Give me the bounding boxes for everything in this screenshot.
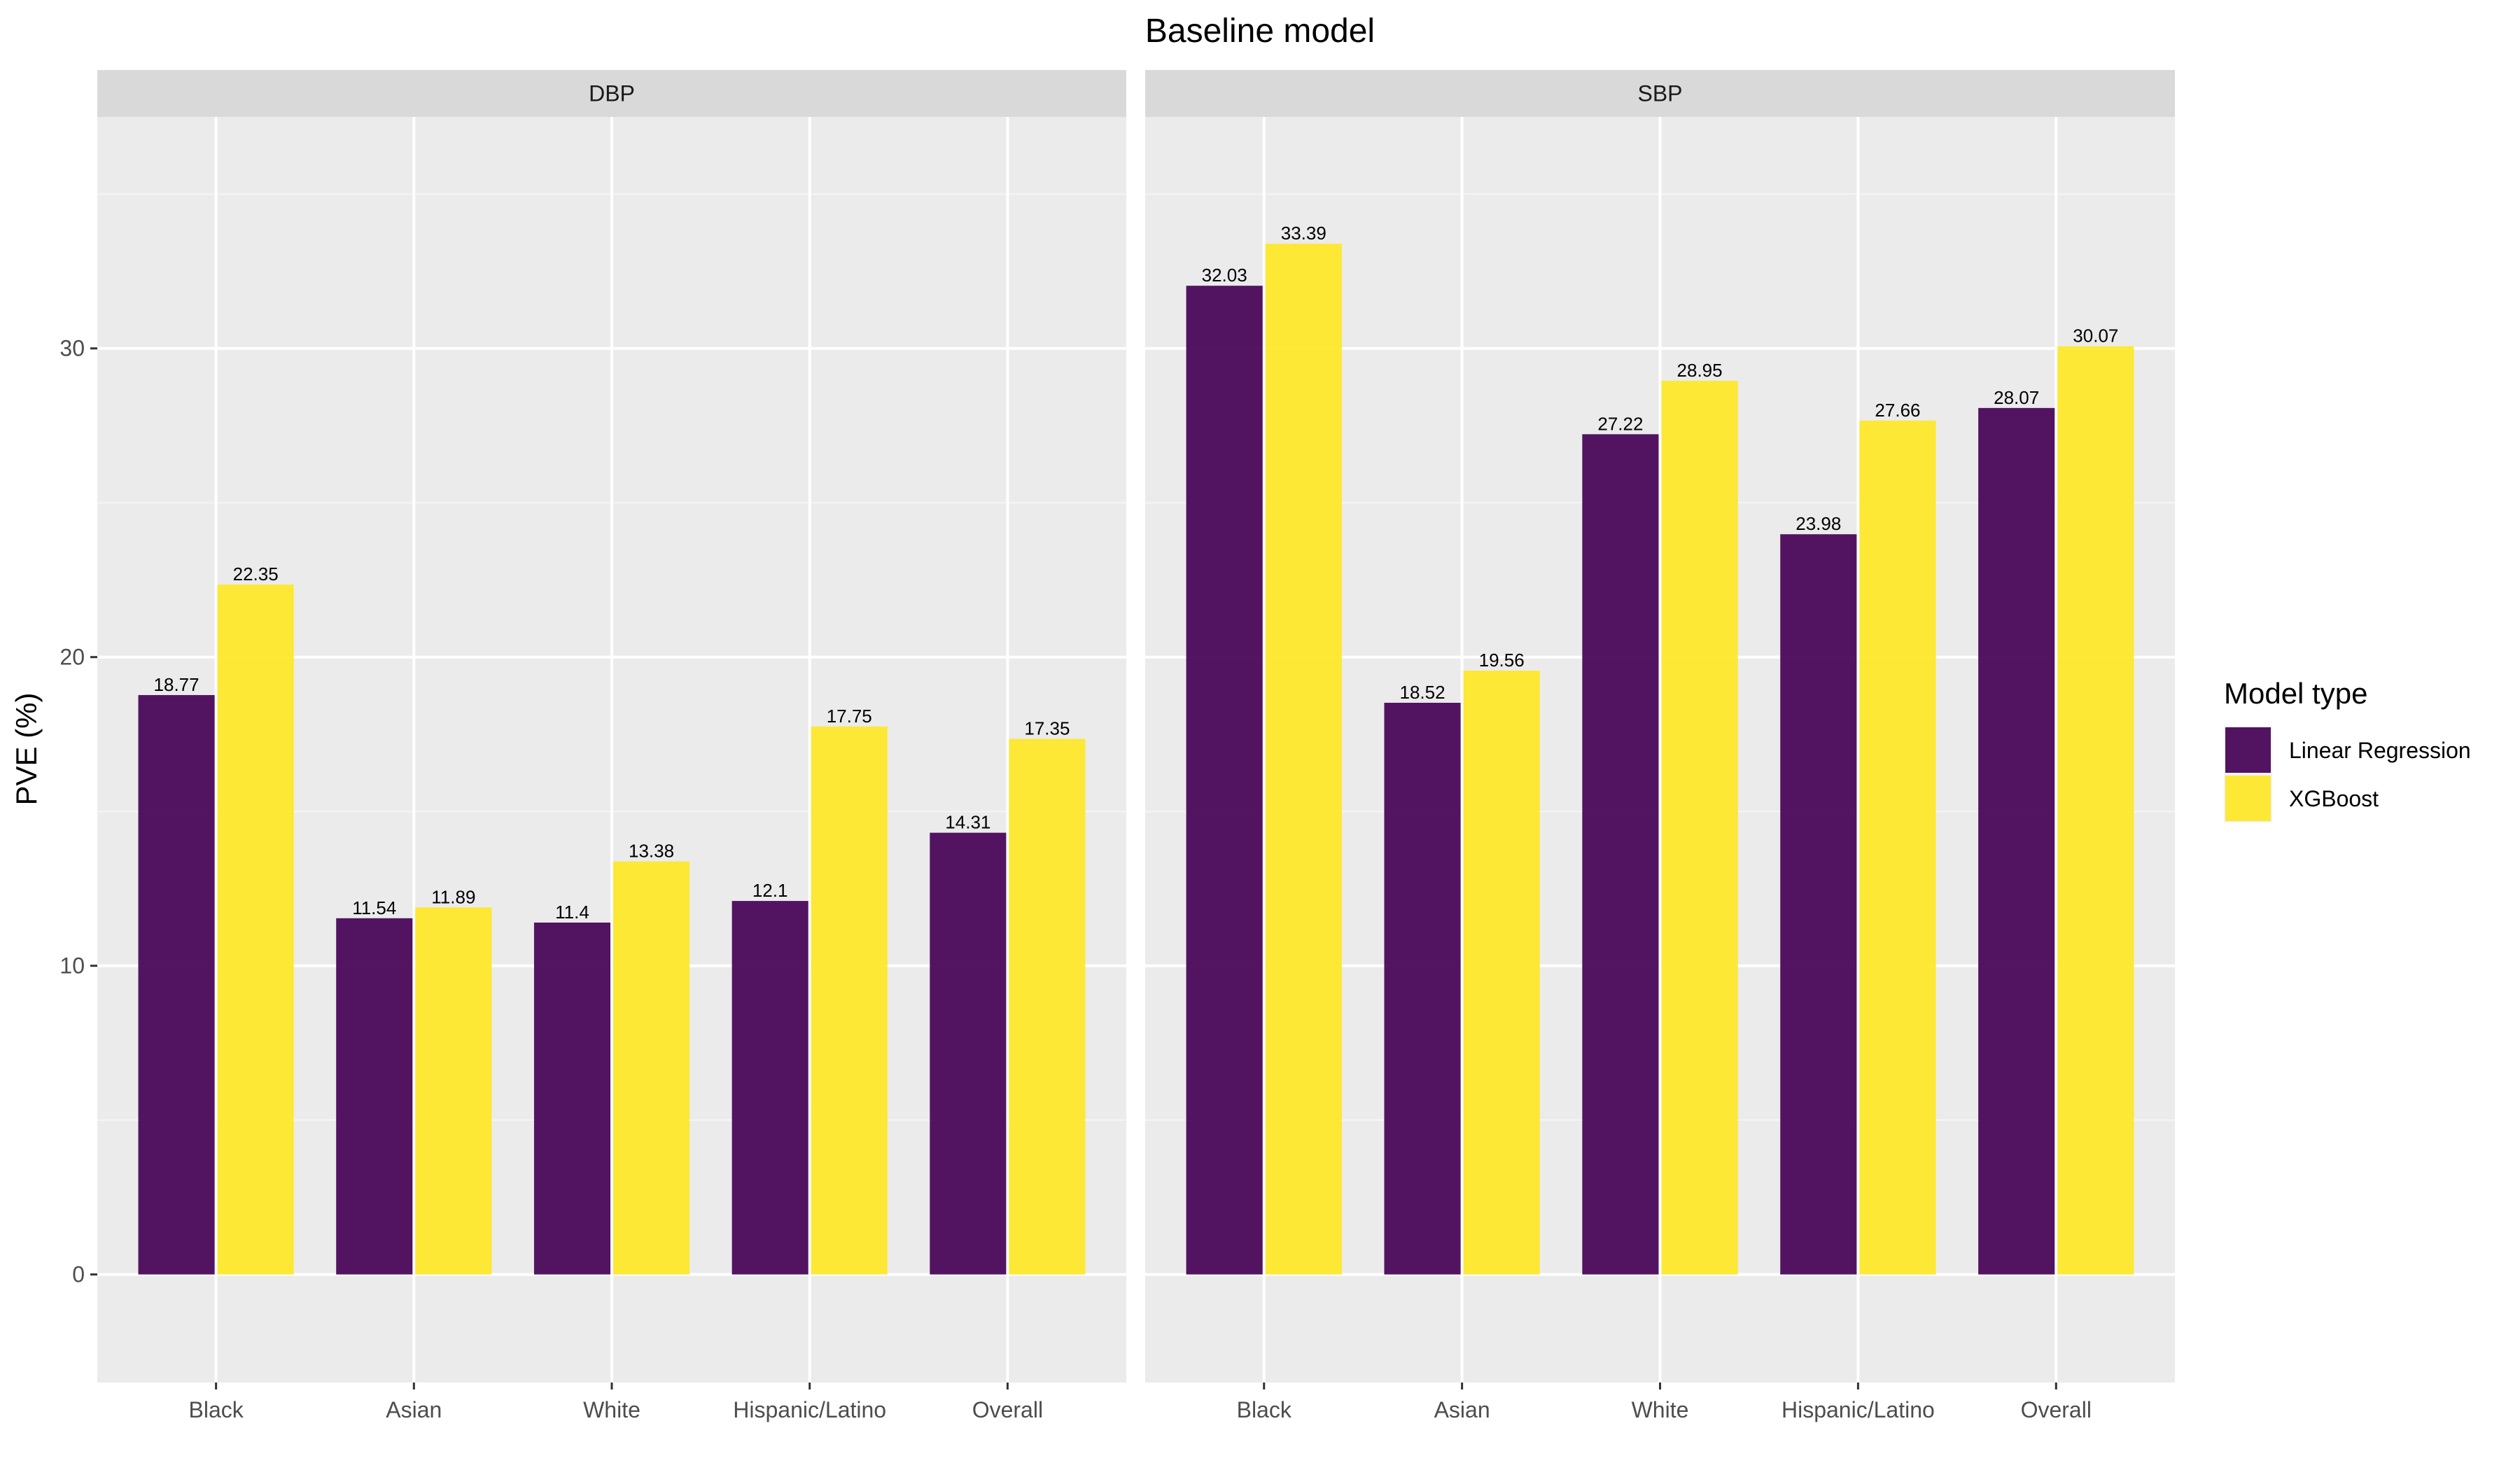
bar <box>1780 534 1857 1275</box>
x-tick-label: Overall <box>972 1397 1043 1422</box>
facet-strip-label: DBP <box>589 81 635 106</box>
bar <box>138 694 215 1275</box>
bar-value-label: 14.31 <box>945 812 990 833</box>
bar-value-label: 32.03 <box>1202 265 1247 286</box>
legend-item: XGBoost <box>2224 774 2379 822</box>
x-tick-label: Black <box>1237 1397 1292 1422</box>
facet-strip-label: SBP <box>1637 81 1682 106</box>
bar-value-label: 17.75 <box>827 706 872 727</box>
bar <box>1463 671 1540 1275</box>
facet-strip <box>1145 70 2175 117</box>
facet-panels: DBP 18.77 11.54 11.4 12.1 14.31 22.35 11.89 13.3… <box>59 70 2175 1422</box>
bar-value-label: 27.66 <box>1875 400 1920 421</box>
bar-value-label: 11.4 <box>555 902 589 923</box>
legend-items: Linear Regression XGBoost <box>2224 726 2471 822</box>
bar <box>930 832 1007 1275</box>
bar-value-label: 28.07 <box>1994 387 2039 408</box>
bar <box>533 922 610 1275</box>
bar <box>1582 434 1659 1275</box>
bar <box>1384 702 1461 1275</box>
legend-item: Linear Regression <box>2224 726 2471 774</box>
x-tick-label: Hispanic/Latino <box>733 1397 886 1422</box>
y-tick-label: 20 <box>59 645 85 670</box>
bar-value-label: 28.95 <box>1677 360 1723 381</box>
bar-value-label: 11.89 <box>431 886 475 907</box>
x-tick-label: Asian <box>1434 1397 1490 1422</box>
legend: Model type Linear Regression XGBoost <box>2224 677 2471 822</box>
bar <box>336 918 413 1275</box>
bar-value-label: 18.77 <box>154 674 200 695</box>
x-tick-label: Black <box>188 1397 244 1422</box>
facet-strip <box>97 70 1126 117</box>
bar <box>732 901 808 1275</box>
x-tick-label: Hispanic/Latino <box>1782 1397 1935 1422</box>
legend-key <box>2225 776 2271 821</box>
bar <box>613 861 690 1275</box>
legend-label: Linear Regression <box>2289 738 2471 763</box>
bar-value-label: 30.07 <box>2073 326 2118 346</box>
bar-value-label: 17.35 <box>1024 718 1070 739</box>
panel-sbp: SBP 32.03 18.52 27.22 23.98 28.07 33.39 19.56 28… <box>1145 70 2175 1422</box>
bar-value-label: 22.35 <box>233 564 279 584</box>
bar-value-label: 12.1 <box>752 880 788 901</box>
y-axis-title: PVE (%) <box>10 692 43 805</box>
y-tick-label: 0 <box>72 1262 85 1287</box>
bar-value-label: 23.98 <box>1795 513 1841 534</box>
bar <box>217 584 294 1275</box>
y-tick-label: 30 <box>59 336 85 361</box>
bar-value-label: 18.52 <box>1399 682 1445 703</box>
legend-label: XGBoost <box>2289 786 2379 811</box>
legend-key <box>2225 727 2271 773</box>
bar-value-label: 33.39 <box>1281 223 1326 244</box>
bar <box>1859 420 1936 1275</box>
y-tick-label: 10 <box>59 953 85 979</box>
bar-value-label: 11.54 <box>352 897 396 918</box>
bar <box>2057 346 2134 1275</box>
bar <box>415 907 492 1275</box>
bar <box>811 726 888 1275</box>
bar-value-label: 19.56 <box>1479 650 1525 671</box>
panel-dbp: DBP 18.77 11.54 11.4 12.1 14.31 22.35 11.89 13.3… <box>59 70 1126 1422</box>
x-tick-label: Overall <box>2021 1397 2092 1422</box>
bar <box>1661 381 1738 1275</box>
bar-value-label: 13.38 <box>629 841 674 862</box>
legend-title: Model type <box>2224 677 2367 710</box>
x-tick-label: White <box>1632 1397 1689 1422</box>
bar <box>1186 286 1263 1275</box>
chart-title: Baseline model <box>1145 13 1375 50</box>
bar <box>1265 244 1342 1275</box>
bar <box>1978 407 2055 1275</box>
bar-value-label: 27.22 <box>1597 413 1643 434</box>
bar <box>1009 738 1086 1275</box>
x-tick-label: White <box>583 1397 640 1422</box>
x-tick-label: Asian <box>386 1397 442 1422</box>
